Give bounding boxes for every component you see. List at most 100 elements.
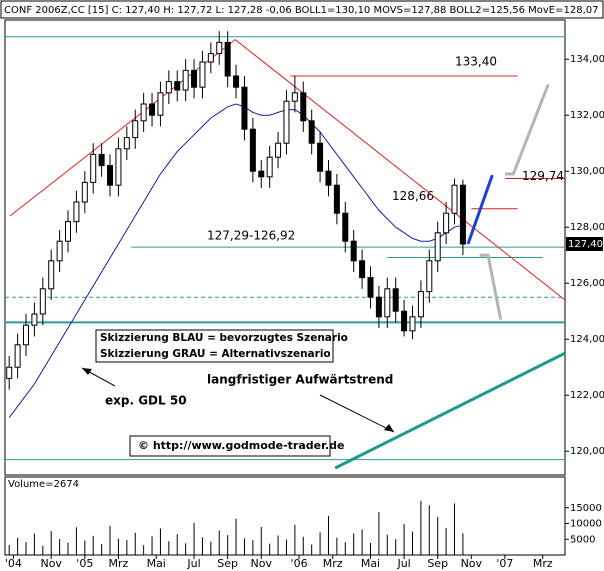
y-tick-label: 128,00 — [570, 222, 604, 233]
candle-body — [165, 81, 172, 94]
candle-body — [149, 103, 156, 116]
x-tick-label: '06 — [291, 557, 308, 570]
x-tick-label: '04 — [5, 557, 22, 570]
volume-tick-label: 15000 — [570, 503, 602, 514]
candle-body — [123, 137, 130, 150]
x-tick-label: Sep — [217, 557, 238, 570]
candle-body — [224, 41, 231, 77]
scenario-line — [479, 83, 550, 320]
arrow-line — [319, 394, 395, 433]
candle-body — [23, 324, 30, 346]
candle-body — [426, 260, 433, 293]
x-tick-label: '05 — [76, 557, 93, 570]
candle-body — [132, 120, 139, 139]
candle-body — [90, 153, 97, 183]
y-tick-label: 132,00 — [570, 110, 604, 121]
x-tick-label: Mai — [361, 557, 380, 570]
y-tick-label: 124,00 — [570, 334, 604, 345]
scenario-line — [466, 174, 494, 245]
candle-body — [182, 69, 189, 91]
volume-tick-label: 10000 — [570, 519, 602, 530]
candle-body — [6, 366, 13, 379]
y-tick-label: 122,00 — [570, 390, 604, 401]
scenario-box — [95, 329, 334, 363]
candle-body — [233, 75, 240, 88]
x-tick-label: Nov — [461, 557, 483, 570]
volume-tick-label: 5000 — [570, 534, 595, 545]
candle-body — [325, 170, 332, 186]
candle-body — [333, 184, 340, 214]
volume-panel — [4, 476, 566, 556]
candle-body — [451, 184, 458, 214]
candle-body — [115, 148, 122, 186]
candle-body — [384, 288, 391, 318]
ema-line — [8, 103, 464, 418]
candle-body — [174, 81, 181, 91]
candle-body — [443, 212, 450, 234]
candle-body — [98, 153, 105, 167]
level-label: 129,74 — [522, 169, 564, 183]
candle-body — [31, 313, 38, 326]
candle-body — [65, 221, 72, 242]
y-tick-label: 130,00 — [570, 166, 604, 177]
candle-body — [81, 181, 88, 203]
x-tick-label: Sep — [427, 557, 448, 570]
arrow-head — [384, 424, 394, 432]
candle-body — [56, 240, 63, 262]
volume-title: Volume=2674 — [8, 479, 79, 490]
scenario-label: Skizzierung GRAU = Alternativszenario — [100, 348, 331, 360]
header-bar — [0, 0, 604, 19]
level-label: 128,66 — [392, 189, 434, 203]
candle-body — [266, 156, 273, 178]
y-tick-label: 134,00 — [570, 54, 604, 65]
trend-label: langfristiger Aufwärtstrend — [207, 373, 393, 387]
x-tick-label: Nov — [251, 557, 273, 570]
candle-body — [283, 100, 290, 144]
candle-body — [291, 92, 298, 102]
candle-body — [434, 232, 441, 262]
y-tick-label: 120,00 — [570, 446, 604, 457]
candle-body — [107, 165, 114, 186]
x-tick-label: '07 — [496, 557, 513, 570]
x-tick-label: Jul — [396, 557, 410, 570]
candle-body — [409, 316, 416, 332]
x-tick-label: Nov — [40, 557, 62, 570]
candle-body — [375, 296, 382, 318]
scenario-label: Skizzierung BLAU = bevorzugtes Szenario — [100, 332, 348, 344]
candle-body — [14, 344, 21, 368]
candle-body — [308, 120, 315, 144]
candle-body — [459, 184, 466, 245]
last-price-box — [566, 237, 603, 251]
candle-body — [39, 288, 46, 315]
candle-body — [401, 310, 408, 332]
candle-body — [417, 291, 424, 318]
level-label: 133,40 — [455, 55, 497, 69]
candle-body — [275, 142, 282, 158]
candle-body — [359, 260, 366, 279]
trend-line — [334, 351, 566, 470]
x-tick-label: Mai — [147, 557, 166, 570]
source-box — [129, 435, 331, 457]
candle-body — [73, 201, 80, 223]
last-price-label: 127,40 — [568, 239, 603, 250]
trend-line — [9, 39, 236, 217]
x-tick-label: Mrz — [109, 557, 129, 570]
trend-line — [234, 39, 566, 301]
x-tick-label: Mrz — [323, 557, 343, 570]
candle-body — [241, 86, 248, 130]
candle-body — [317, 142, 324, 172]
candle-body — [350, 240, 357, 262]
candle-body — [249, 128, 256, 172]
candle-body — [191, 69, 198, 88]
candle-body — [216, 41, 223, 55]
source: © http://www.godmode-trader.de — [138, 439, 344, 452]
candle-body — [207, 53, 214, 63]
zone-label: 127,29-126,92 — [207, 229, 295, 243]
header-text: CONF 2006Z,CC [15] C: 127,40 H: 127,72 L… — [4, 5, 599, 16]
candle-body — [342, 212, 349, 242]
candle-body — [392, 288, 399, 312]
y-tick-label: 126,00 — [570, 278, 604, 289]
candle-body — [258, 170, 265, 178]
x-tick-label: Mrz — [533, 557, 553, 570]
